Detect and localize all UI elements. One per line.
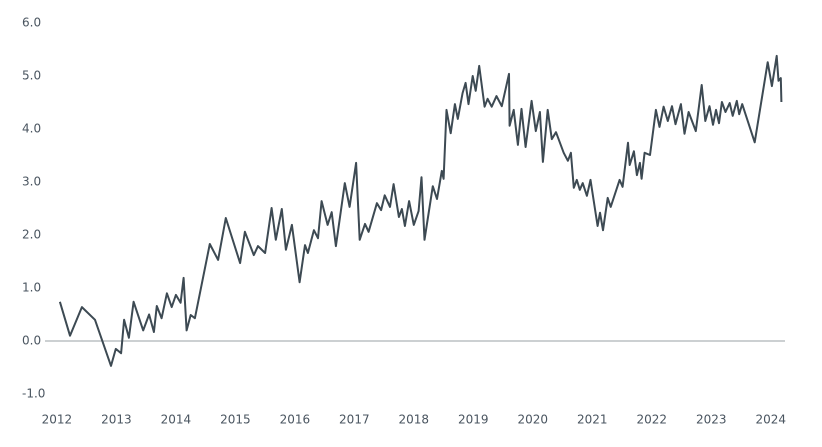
x-tick-label: 2020 bbox=[518, 413, 549, 427]
x-tick-label: 2012 bbox=[42, 413, 73, 427]
x-tick-label: 2024 bbox=[755, 413, 786, 427]
x-tick-label: 2022 bbox=[636, 413, 667, 427]
x-tick-label: 2018 bbox=[399, 413, 430, 427]
x-tick-label: 2016 bbox=[280, 413, 311, 427]
y-tick-label: 3.0 bbox=[22, 175, 41, 189]
x-tick-label: 2014 bbox=[161, 413, 192, 427]
x-tick-label: 2023 bbox=[696, 413, 727, 427]
x-tick-label: 2021 bbox=[577, 413, 608, 427]
y-tick-label: 2.0 bbox=[22, 228, 41, 242]
y-tick-label: 0.0 bbox=[22, 334, 41, 348]
x-tick-label: 2019 bbox=[458, 413, 489, 427]
y-tick-label: 1.0 bbox=[22, 281, 41, 295]
x-tick-label: 2013 bbox=[101, 413, 132, 427]
y-tick-label: -1.0 bbox=[22, 387, 45, 401]
x-tick-label: 2015 bbox=[220, 413, 251, 427]
y-tick-label: 4.0 bbox=[22, 122, 41, 136]
y-tick-label: 5.0 bbox=[22, 69, 41, 83]
y-tick-label: 6.0 bbox=[22, 16, 41, 30]
x-tick-label: 2017 bbox=[339, 413, 370, 427]
data-line bbox=[58, 54, 783, 367]
